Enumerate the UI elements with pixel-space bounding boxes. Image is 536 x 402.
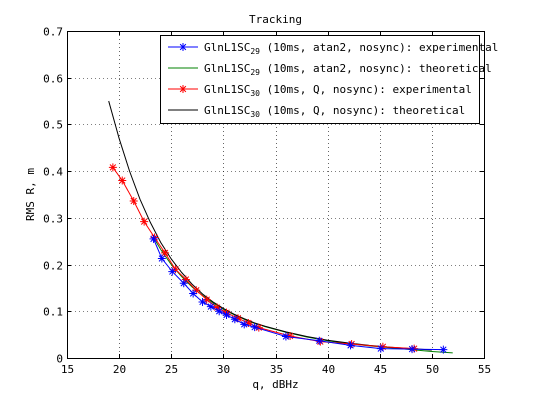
legend-label: GlnL1SC29 (10ms, atan2, nosync): experim… bbox=[204, 41, 498, 56]
data-point bbox=[250, 323, 259, 332]
data-point bbox=[439, 345, 448, 354]
data-point bbox=[222, 311, 231, 320]
x-tick-label: 30 bbox=[217, 363, 230, 376]
y-tick-label: 0.5 bbox=[43, 119, 63, 132]
data-point bbox=[129, 197, 138, 206]
data-point bbox=[149, 234, 158, 243]
y-tick-label: 0.6 bbox=[43, 73, 63, 86]
data-point bbox=[179, 43, 187, 51]
x-tick-label: 20 bbox=[113, 363, 126, 376]
data-point bbox=[160, 248, 169, 257]
data-point bbox=[376, 344, 385, 353]
y-tick-label: 0.2 bbox=[43, 260, 63, 273]
data-point bbox=[281, 332, 290, 341]
data-point bbox=[215, 307, 224, 316]
legend-label: GlnL1SC30 (10ms, Q, nosync): theoretical bbox=[204, 104, 465, 119]
y-tick-label: 0 bbox=[56, 353, 63, 366]
x-tick-label: 35 bbox=[270, 363, 283, 376]
data-point bbox=[233, 314, 242, 323]
data-point bbox=[254, 323, 263, 332]
x-tick-label: 15 bbox=[61, 363, 74, 376]
data-point bbox=[179, 85, 187, 93]
data-point bbox=[240, 320, 249, 329]
series-layer bbox=[108, 100, 453, 354]
legend-label: GlnL1SC29 (10ms, atan2, nosync): theoret… bbox=[204, 62, 492, 77]
legend-entry: GlnL1SC30 (10ms, Q, nosync): theoretical bbox=[168, 104, 465, 119]
y-axis-label: RMS R, m bbox=[24, 168, 37, 221]
data-point bbox=[315, 336, 324, 345]
data-point bbox=[408, 345, 417, 354]
y-tick-label: 0.3 bbox=[43, 213, 63, 226]
data-point bbox=[198, 297, 207, 306]
legend-entry: GlnL1SC29 (10ms, atan2, nosync): theoret… bbox=[168, 62, 492, 77]
data-point bbox=[171, 265, 180, 274]
legend-box bbox=[160, 35, 480, 124]
legend: GlnL1SC29 (10ms, atan2, nosync): experim… bbox=[160, 35, 498, 124]
x-tick-label: 55 bbox=[478, 363, 491, 376]
y-tick-label: 0.7 bbox=[43, 26, 63, 39]
x-tick-label: 50 bbox=[426, 363, 439, 376]
data-point bbox=[346, 341, 355, 350]
ticks: 15 20 25 30 35 40 45 50 55 0 0.1 0.2 0.3 0.4 0.5 0.6 0.7 bbox=[43, 26, 491, 377]
x-tick-label: 45 bbox=[374, 363, 387, 376]
data-point bbox=[213, 303, 222, 312]
x-axis-label: q, dBHz bbox=[252, 378, 298, 391]
data-point bbox=[192, 286, 201, 295]
data-point bbox=[202, 295, 211, 304]
data-point bbox=[244, 318, 253, 327]
data-point bbox=[140, 217, 149, 226]
data-point bbox=[179, 279, 188, 288]
data-point bbox=[168, 267, 177, 276]
data-point bbox=[230, 315, 239, 324]
chart-title: Tracking bbox=[249, 13, 302, 26]
x-tick-label: 25 bbox=[165, 363, 178, 376]
legend-label: GlnL1SC30 (10ms, Q, nosync): experimenta… bbox=[204, 83, 472, 98]
data-point bbox=[286, 332, 295, 341]
y-tick-label: 0.4 bbox=[43, 166, 63, 179]
x-tick-label: 40 bbox=[322, 363, 335, 376]
data-point bbox=[118, 176, 127, 185]
data-point bbox=[108, 163, 117, 172]
series-0 bbox=[149, 234, 448, 354]
data-point bbox=[189, 289, 198, 298]
data-point bbox=[181, 275, 190, 284]
data-point bbox=[206, 302, 215, 311]
legend-entry: GlnL1SC29 (10ms, atan2, nosync): experim… bbox=[168, 41, 498, 56]
legend-entry: GlnL1SC30 (10ms, Q, nosync): experimenta… bbox=[168, 83, 472, 98]
data-point bbox=[157, 254, 166, 263]
y-tick-label: 0.1 bbox=[43, 306, 63, 319]
